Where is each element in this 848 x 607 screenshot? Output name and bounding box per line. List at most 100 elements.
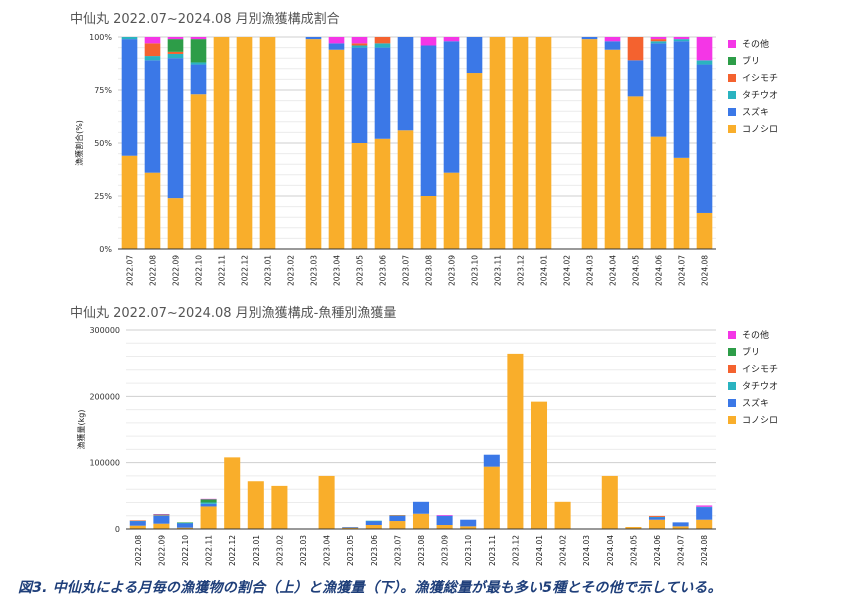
legend-swatch: [728, 364, 736, 373]
bar-segment: [397, 130, 414, 249]
bar-segment: [389, 515, 406, 522]
x-tick-label: 2023.12: [511, 535, 520, 566]
bar-segment: [129, 520, 146, 522]
x-tick-label: 2024.04: [606, 535, 615, 566]
bar-segment: [190, 62, 207, 65]
y-tick-label: 200000: [89, 392, 120, 401]
bar-segment: [365, 520, 382, 522]
bar-segment: [121, 37, 138, 40]
bar-segment: [420, 37, 437, 46]
bar-segment: [466, 73, 483, 249]
bar-segment: [144, 43, 161, 57]
x-tick-label: 2024.06: [653, 535, 662, 566]
bar-segment: [389, 515, 406, 516]
legend-label: スズキ: [742, 399, 770, 409]
bar-segment: [554, 501, 571, 529]
legend-swatch: [728, 73, 736, 82]
bar-segment: [412, 513, 430, 529]
bar-segment: [153, 523, 170, 529]
bar-segment: [443, 172, 460, 249]
bar-segment: [530, 401, 548, 529]
legend-ratio: その他 ブリ イシモチ タチウオ スズキ コノシロ: [728, 35, 778, 137]
y-tick-label: 0%: [99, 245, 112, 254]
bar-segment: [167, 198, 184, 249]
legend-swatch: [728, 347, 736, 356]
bar-segment: [129, 520, 146, 521]
bar-segment: [153, 515, 170, 524]
legend-label: コノシロ: [742, 416, 779, 426]
bar-segment: [696, 505, 713, 507]
legend-volume: その他 ブリ イシモチ タチウオ スズキ コノシロ: [728, 326, 778, 428]
legend-item: コノシロ: [728, 120, 778, 137]
bar-segment: [351, 143, 368, 249]
x-tick-label: 2022.08: [134, 535, 143, 566]
bar-segment: [627, 60, 644, 97]
y-tick-label: 50%: [94, 139, 112, 148]
bar-segment: [489, 37, 506, 249]
bar-segment: [420, 45, 437, 197]
x-tick-label: 2023.12: [517, 255, 526, 286]
legend-item: ブリ: [728, 343, 778, 360]
x-tick-label: 2023.11: [494, 255, 503, 286]
bar-segment: [648, 517, 666, 520]
figure-caption: 図3. 中仙丸による月毎の漁獲物の割合（上）と漁獲量（下）。漁獲総量が最も多い5…: [18, 580, 722, 596]
bar-segment: [581, 39, 598, 250]
legend-item: イシモチ: [728, 69, 778, 86]
bar-segment: [167, 51, 184, 54]
bar-segment: [176, 522, 194, 523]
x-tick-label: 2023.10: [464, 535, 473, 566]
bar-segment: [236, 37, 253, 249]
chart-title-volume: 中仙丸 2022.07~2024.08 月別漁獲構成-魚種別漁獲量: [70, 306, 397, 321]
bar-segment: [144, 37, 161, 44]
x-tick-label: 2023.08: [425, 255, 434, 286]
x-tick-label: 2024.05: [629, 535, 638, 566]
bar-segment: [351, 45, 368, 48]
legend-item: コノシロ: [728, 411, 778, 428]
bar-segment: [483, 454, 500, 467]
bar-segment: [696, 212, 713, 249]
bar-segment: [625, 527, 642, 529]
legend-swatch: [728, 124, 736, 133]
x-tick-label: 2024.08: [700, 535, 709, 566]
bar-segment: [648, 516, 666, 518]
bar-segment: [305, 39, 322, 250]
bar-segment: [436, 515, 453, 526]
bar-segment: [153, 514, 170, 515]
bar-segment: [167, 53, 184, 59]
bar-segment: [374, 138, 391, 249]
x-tick-label: 2024.01: [535, 535, 544, 566]
bar-segment: [190, 39, 207, 63]
bar-segment: [650, 136, 667, 249]
bar-segment: [648, 519, 666, 529]
bar-segment: [351, 43, 368, 46]
x-tick-label: 2024.04: [609, 255, 618, 286]
bar-segment: [167, 58, 184, 199]
bar-segment: [601, 475, 618, 529]
bar-segment: [328, 37, 345, 44]
legend-swatch: [728, 90, 736, 99]
x-tick-label: 2023.11: [488, 535, 497, 566]
legend-swatch: [728, 39, 736, 48]
bar-segment: [328, 49, 345, 249]
x-tick-label: 2023.02: [287, 255, 296, 286]
x-tick-label: 2024.07: [678, 255, 687, 286]
legend-item: ブリ: [728, 52, 778, 69]
bar-segment: [650, 43, 667, 137]
bar-segment: [443, 37, 460, 42]
bar-segment: [153, 514, 170, 515]
bar-segment: [466, 37, 483, 74]
bar-segment: [507, 353, 524, 529]
bar-segment: [224, 457, 241, 529]
x-tick-label: 2023.05: [356, 255, 365, 286]
x-tick-label: 2024.03: [582, 535, 591, 566]
bar-segment: [200, 503, 217, 507]
legend-swatch: [728, 56, 736, 65]
bar-segment: [672, 522, 689, 527]
bar-segment: [365, 525, 382, 529]
x-tick-label: 2024.08: [701, 255, 710, 286]
bar-segment: [696, 37, 713, 61]
bar-segment: [436, 525, 453, 529]
bar-segment: [305, 37, 322, 40]
bar-segment: [121, 39, 138, 156]
